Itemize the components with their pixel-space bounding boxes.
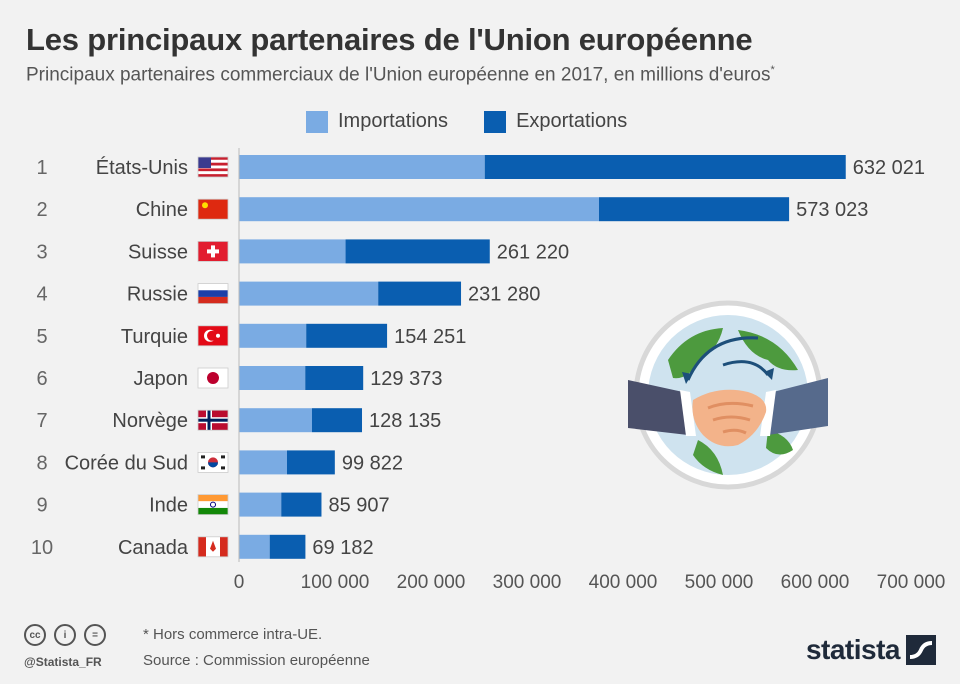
bar-exports [269,534,306,559]
category-label: Japon [134,368,189,390]
bar-imports [239,155,485,179]
x-tick-label: 700 000 [877,572,946,593]
bar-imports [239,323,307,348]
rank-label: 6 [36,368,47,390]
total-label: 231 280 [468,284,540,306]
cc-icon: cc [24,624,46,646]
bar-exports [305,366,364,390]
rank-label: 4 [36,284,47,306]
x-tick-label: 600 000 [781,572,850,593]
total-label: 128 135 [369,410,441,432]
brand-mark-icon [906,635,936,665]
bar-chart: 1 États-Unis 632 021 2 Chine 573 023 3 Suisse 26… [31,148,946,593]
category-label: Canada [118,537,189,559]
legend-label-imports: Importations [338,110,449,132]
category-label: Turquie [121,326,188,348]
bar-exports [345,239,490,264]
legend: Importations Exportations [306,110,663,133]
subtitle-footnote-mark: * [770,64,775,76]
bar-exports [287,450,335,475]
social-handle: @Statista_FR [24,655,102,669]
bar-imports [239,408,312,433]
total-label: 154 251 [394,326,466,348]
bar-imports [239,534,270,559]
rank-label: 5 [36,326,47,348]
total-label: 573 023 [796,199,868,221]
chart-subtitle: Principaux partenaires commerciaux de l'… [26,64,775,86]
no-flag [197,409,229,431]
legend-label-exports: Exportations [516,110,628,132]
statista-logo: statista [806,634,936,666]
bar-exports [378,281,462,306]
total-label: 261 220 [497,241,569,263]
nd-icon: = [84,624,106,646]
x-tick-label: 400 000 [589,572,658,593]
legend-item-exports: Exportations [484,110,627,133]
category-label: Corée du Sud [65,452,188,474]
x-tick-label: 500 000 [685,572,754,593]
bar-exports [484,155,846,179]
bar-exports [306,323,388,348]
bar-imports [239,239,346,264]
tr-flag [197,325,229,347]
x-tick-label: 300 000 [493,572,562,593]
rank-label: 9 [36,495,47,517]
rank-label: 7 [36,410,47,432]
bar-imports [239,492,282,517]
bar-exports [311,408,363,433]
total-label: 632 021 [853,157,925,179]
bar-exports [281,492,322,517]
in-flag [197,494,229,516]
total-label: 99 822 [342,452,403,474]
by-icon: i [54,624,76,646]
rank-label: 2 [36,199,47,221]
ca-flag [197,536,229,558]
total-label: 85 907 [328,495,389,517]
category-label: Norvège [112,410,188,432]
category-label: Russie [127,284,188,306]
ru-flag [197,283,229,305]
total-label: 129 373 [370,368,442,390]
rank-label: 3 [36,241,47,263]
legend-swatch-exports [484,110,507,133]
bar-imports [239,450,287,475]
x-tick-label: 200 000 [397,572,466,593]
license-icons: cc i = [24,624,114,646]
legend-swatch-imports [306,110,328,133]
category-label: Inde [149,495,188,517]
source: Source : Commission européenne [143,652,370,669]
rank-label: 1 [36,157,47,179]
bar-imports [239,197,599,222]
x-tick-label: 100 000 [301,572,370,593]
jp-flag [197,367,229,389]
bar-imports [239,366,306,390]
category-label: Chine [136,199,188,221]
us-flag [197,156,229,178]
chart-title: Les principaux partenaires de l'Union eu… [26,22,753,57]
total-label: 69 182 [312,537,373,559]
handshake-globe-illustration [628,300,828,490]
cn-flag [197,198,229,220]
subtitle-text: Principaux partenaires commerciaux de l'… [26,64,771,86]
category-label: Suisse [128,241,188,263]
ch-flag [197,240,229,262]
legend-item-imports: Importations [306,110,448,133]
footnote: * Hors commerce intra-UE. [143,626,323,643]
category-label: États-Unis [96,156,188,179]
bar-imports [239,281,379,306]
kr-flag [197,451,229,473]
brand-name: statista [805,634,901,665]
bar-exports [599,197,790,222]
rank-label: 8 [36,452,47,474]
rank-label: 10 [31,537,53,559]
x-tick-label: 0 [234,572,245,593]
